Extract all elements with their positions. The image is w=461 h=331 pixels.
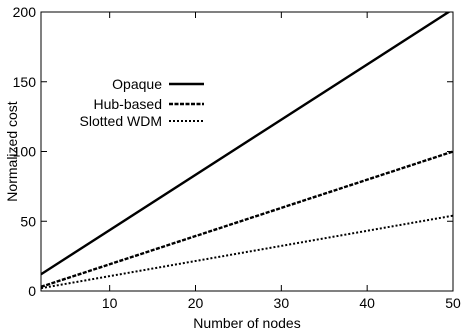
y-tick-label: 150 <box>13 74 37 90</box>
x-tick-label: 50 <box>445 295 461 311</box>
y-tick-label: 0 <box>28 283 36 299</box>
x-tick-label: 30 <box>274 295 290 311</box>
y-axis-title: Normalized cost <box>4 101 20 201</box>
legend-label-slotted-wdm: Slotted WDM <box>80 113 162 129</box>
series-line-slotted-wdm <box>41 214 453 290</box>
x-axis-title: Number of nodes <box>193 315 300 331</box>
y-tick-label: 100 <box>13 144 37 160</box>
x-tick-label: 10 <box>102 295 118 311</box>
plot-frame <box>40 11 454 292</box>
y-axis-ticks: 0 50 100 150 200 <box>13 4 453 299</box>
series-line-hub-based <box>41 150 453 288</box>
x-tick-label: 20 <box>188 295 204 311</box>
series-layer <box>41 12 453 290</box>
legend-label-opaque: Opaque <box>112 76 162 92</box>
x-axis-ticks: 10 20 30 40 50 <box>102 12 461 311</box>
x-tick-label: 40 <box>359 295 375 311</box>
y-tick-label: 50 <box>20 213 36 229</box>
series-line-opaque <box>41 12 451 276</box>
y-tick-label: 200 <box>13 4 37 20</box>
legend-label-hub-based: Hub-based <box>94 96 163 112</box>
